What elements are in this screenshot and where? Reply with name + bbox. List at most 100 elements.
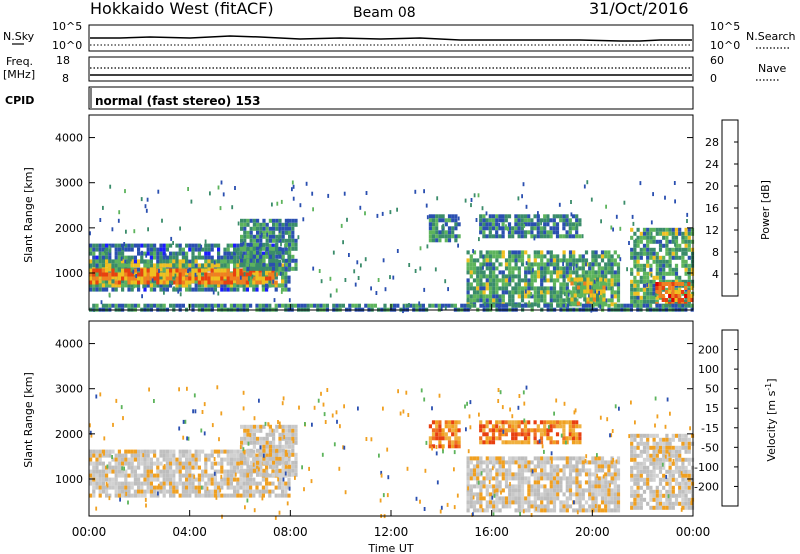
data-cell	[444, 303, 448, 308]
data-cell	[646, 287, 650, 292]
data-cell	[194, 279, 198, 284]
data-cell	[642, 227, 647, 232]
data-cell	[501, 290, 505, 295]
data-cell	[674, 275, 679, 280]
data-cell	[114, 473, 118, 478]
data-cell	[124, 263, 128, 268]
data-cell	[165, 449, 169, 454]
noise-cell	[228, 251, 231, 256]
data-cell	[523, 230, 528, 235]
data-cell	[431, 436, 436, 441]
data-cell	[188, 280, 192, 285]
data-cell	[508, 254, 512, 259]
data-cell	[681, 473, 685, 478]
data-cell	[514, 440, 518, 445]
data-cell	[485, 303, 489, 308]
data-cell	[169, 255, 173, 260]
data-cell	[655, 231, 659, 236]
noise-cell	[124, 189, 126, 194]
data-cell	[153, 247, 157, 252]
data-cell	[95, 457, 99, 462]
data-cell	[262, 440, 266, 445]
data-cell	[633, 243, 637, 248]
data-cell	[498, 286, 502, 291]
data-cell	[596, 277, 600, 282]
data-cell	[520, 468, 525, 473]
data-cell	[527, 492, 531, 497]
data-cell	[226, 276, 230, 281]
data-cell	[143, 477, 147, 482]
data-cell	[511, 484, 515, 489]
data-cell	[236, 268, 240, 273]
data-cell	[476, 460, 480, 465]
data-cell	[146, 243, 150, 248]
data-cell	[540, 286, 544, 291]
data-cell	[245, 461, 249, 466]
data-cell	[604, 262, 608, 267]
data-cell	[127, 247, 131, 252]
data-cell	[149, 259, 153, 264]
data-cell	[671, 231, 675, 236]
data-cell	[540, 250, 544, 255]
data-cell	[549, 258, 553, 263]
data-cell	[252, 477, 256, 482]
noise-cell	[157, 189, 160, 194]
data-cell	[517, 480, 521, 485]
data-cell	[485, 460, 489, 465]
data-cell	[146, 303, 150, 308]
data-cell	[466, 464, 470, 469]
data-cell	[105, 263, 109, 268]
data-cell	[596, 293, 600, 298]
data-cell	[101, 303, 105, 308]
data-cell	[278, 460, 282, 465]
data-cell	[252, 263, 256, 268]
data-cell	[415, 303, 419, 308]
data-cell	[178, 303, 182, 308]
data-cell	[89, 243, 93, 248]
data-cell	[479, 250, 483, 255]
data-cell	[101, 276, 105, 281]
data-cell	[668, 465, 672, 470]
data-cell	[466, 286, 470, 291]
data-cell	[191, 243, 195, 248]
data-cell	[562, 504, 566, 509]
data-cell	[596, 285, 600, 290]
data-cell	[546, 508, 550, 513]
data-cell	[527, 500, 531, 505]
data-cell	[117, 272, 121, 277]
data-cell	[639, 493, 643, 498]
data-cell	[578, 440, 582, 445]
data-cell	[562, 298, 566, 303]
noise-cell	[456, 493, 459, 498]
data-cell	[492, 286, 496, 291]
data-cell	[482, 258, 486, 263]
data-cell	[684, 477, 688, 482]
data-cell	[178, 259, 182, 264]
data-cell	[114, 287, 118, 292]
data-cell	[137, 485, 141, 490]
data-cell	[281, 226, 285, 231]
data-cell	[521, 303, 525, 308]
data-cell	[636, 303, 640, 308]
data-cell	[210, 283, 214, 288]
data-cell	[140, 489, 144, 494]
data-cell	[584, 270, 589, 275]
data-cell	[252, 464, 256, 469]
data-cell	[95, 259, 99, 264]
data-cell	[165, 283, 169, 288]
data-cell	[124, 283, 128, 288]
noise-cell	[291, 180, 294, 185]
data-cell	[117, 465, 121, 470]
data-cell	[613, 496, 617, 501]
data-cell	[451, 432, 455, 437]
noise-cell	[146, 197, 149, 202]
data-cell	[639, 477, 643, 482]
data-cell	[275, 254, 279, 259]
data-cell	[662, 255, 666, 260]
data-cell	[583, 297, 587, 302]
data-cell	[495, 436, 499, 441]
data-cell	[527, 218, 531, 223]
noise-cell	[472, 249, 474, 254]
data-cell	[229, 259, 233, 264]
data-cell	[568, 226, 572, 231]
